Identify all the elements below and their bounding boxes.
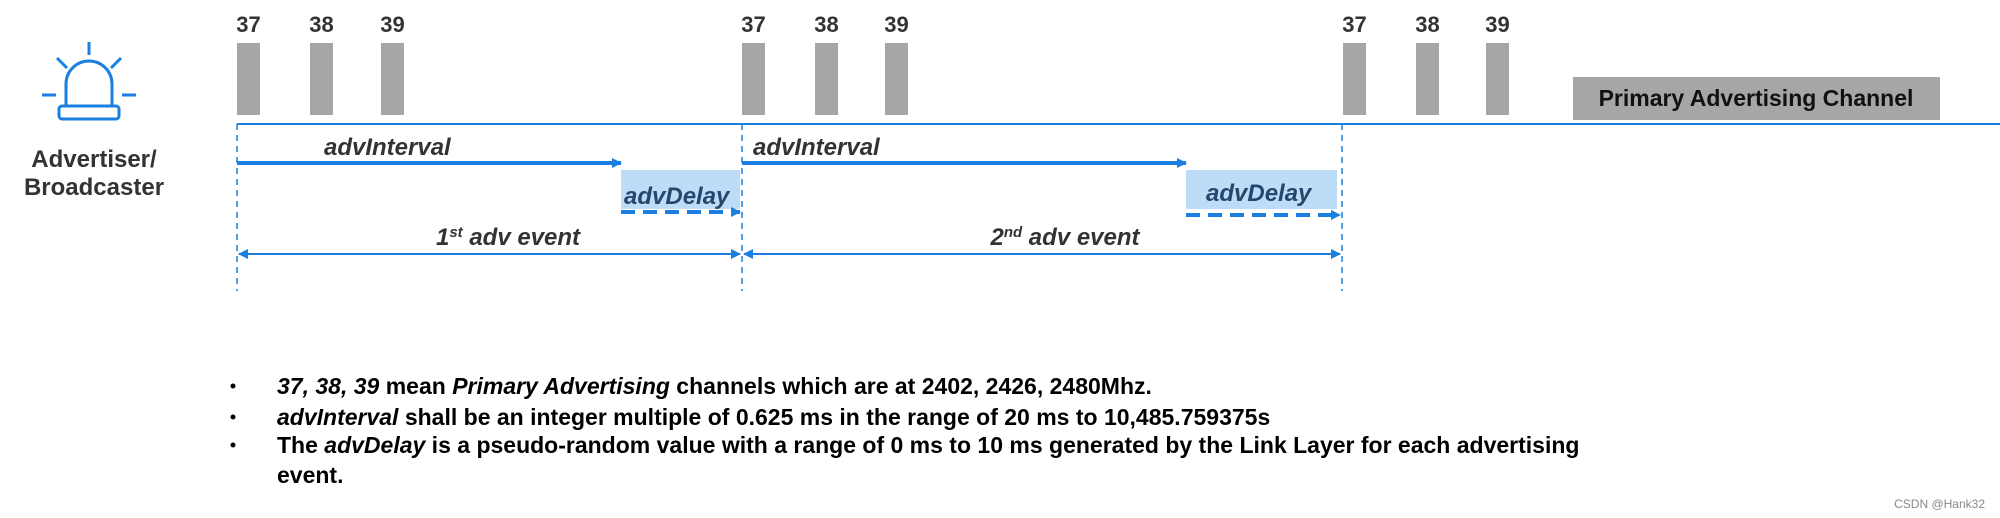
text-run: The (277, 432, 324, 458)
channel-slot (237, 43, 260, 115)
interval-label: advInterval (324, 134, 452, 161)
text-run: advInterval (277, 404, 399, 430)
channel-label: 38 (814, 12, 838, 37)
text-run: advDelay (324, 432, 426, 458)
bullet-text: event. (277, 462, 343, 488)
bullet-text: advInterval shall be an integer multiple… (277, 404, 1270, 430)
event-label: 2nd adv event (989, 224, 1140, 252)
event-boundaries (236, 124, 1343, 291)
watermark: CSDN @Hank32 (1894, 497, 1985, 511)
channel-slot (310, 43, 333, 115)
channel-slot (1416, 43, 1439, 115)
actor-label: Advertiser/ (31, 146, 157, 173)
advertiser-icon (42, 42, 136, 121)
bullet-dots (230, 383, 236, 448)
text-run: 37, 38, 39 (277, 373, 380, 399)
delay-label: advDelay (1206, 180, 1313, 207)
text-run: adv event (463, 224, 581, 251)
text-run: st (449, 224, 463, 241)
legend-label: Primary Advertising Channel (1599, 85, 1914, 111)
channel-label: 39 (380, 12, 404, 37)
text-run: is a pseudo-random value with a range of… (425, 432, 1579, 458)
text-run: channels which are at 2402, 2426, 2480Mh… (670, 373, 1152, 399)
text-run: Primary Advertising (452, 373, 670, 399)
channel-slot (885, 43, 908, 115)
actor-label: Broadcaster (24, 174, 164, 201)
text-run: nd (1004, 224, 1023, 241)
text-run: mean (379, 373, 452, 399)
event-label: 1st adv event (436, 224, 581, 252)
legend-box (1573, 77, 1940, 120)
text-run: 2 (989, 224, 1004, 251)
text-run: shall be an integer multiple of 0.625 ms… (398, 404, 1270, 430)
bullet-text: 37, 38, 39 mean Primary Advertising chan… (277, 373, 1152, 399)
text-run: 1 (436, 224, 449, 251)
channel-label: 38 (309, 12, 333, 37)
channel-label: 37 (1342, 12, 1366, 37)
channel-label: 39 (1485, 12, 1509, 37)
channel-label: 37 (236, 12, 260, 37)
delay-boxes (621, 170, 1337, 209)
bullet-text: The advDelay is a pseudo-random value wi… (277, 432, 1579, 458)
channel-slot (1486, 43, 1509, 115)
delay-label: advDelay (624, 183, 731, 210)
channel-slot (381, 43, 404, 115)
channel-slot (815, 43, 838, 115)
channel-label: 38 (1415, 12, 1439, 37)
arrows (237, 158, 1341, 259)
interval-label: advInterval (753, 134, 881, 161)
channel-slot (1343, 43, 1366, 115)
channel-slot (742, 43, 765, 115)
channel-label: 39 (884, 12, 908, 37)
text-run: adv event (1022, 224, 1140, 251)
channel-label: 37 (741, 12, 765, 37)
text-run: event. (277, 462, 343, 488)
